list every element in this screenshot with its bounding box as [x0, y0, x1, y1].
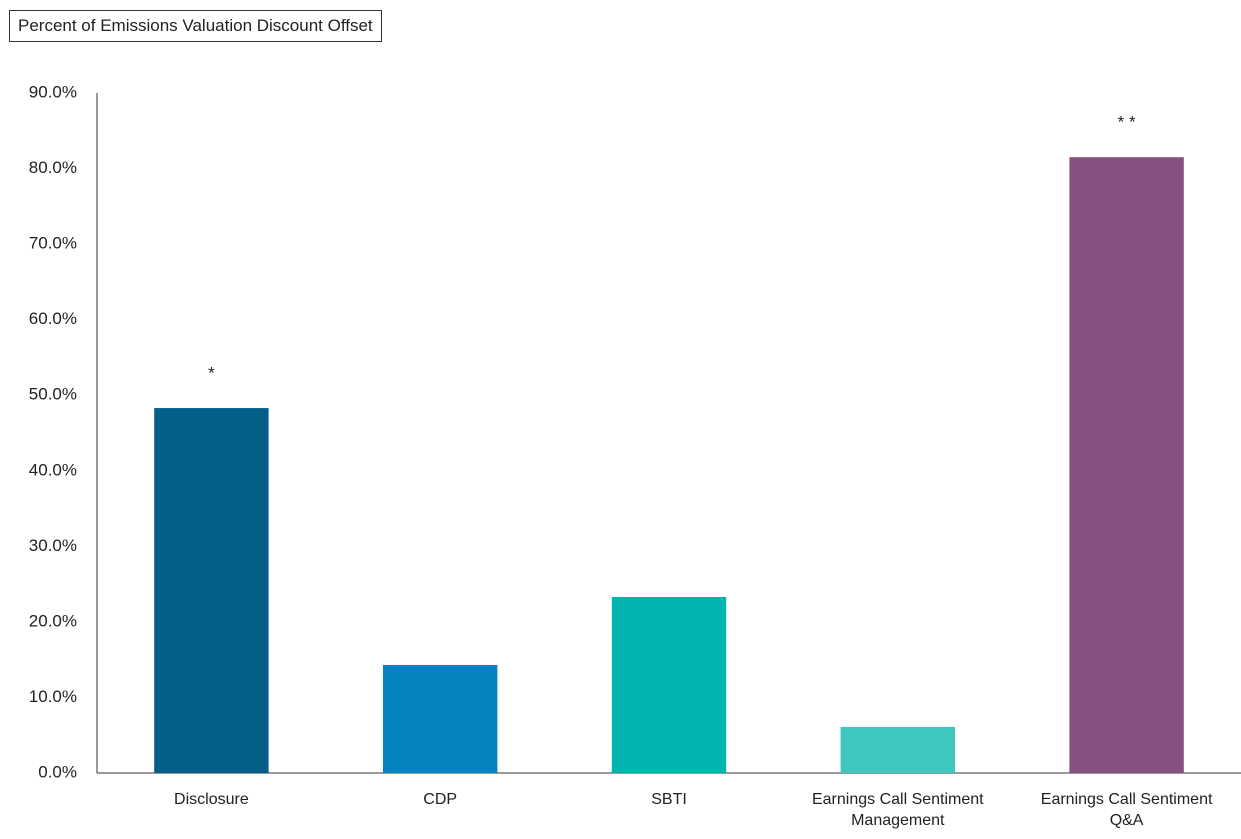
bar — [840, 726, 955, 773]
bar — [611, 596, 727, 773]
y-tick-label: 70.0% — [29, 234, 77, 253]
bar — [383, 664, 498, 773]
x-tick-label: SBTI — [651, 791, 687, 808]
x-tick-label: CDP — [423, 791, 458, 808]
x-tick-label: Disclosure — [174, 791, 249, 808]
y-tick-label: 50.0% — [29, 385, 77, 404]
chart-title: Percent of Emissions Valuation Discount … — [9, 10, 382, 42]
x-tick-label: Earnings Call Sentiment Management — [811, 791, 984, 829]
annotation: * * — [1118, 113, 1136, 132]
y-tick-label: 20.0% — [29, 611, 77, 630]
y-tick-label: 80.0% — [29, 158, 77, 177]
annotation: * — [208, 364, 215, 383]
y-tick-label: 10.0% — [29, 687, 77, 706]
y-tick-label: 30.0% — [29, 536, 77, 555]
x-tick-label: Earnings Call Sentiment Q&A — [1040, 791, 1213, 829]
y-tick-label: 0.0% — [38, 762, 77, 781]
bar — [1069, 157, 1184, 773]
y-tick-label: 40.0% — [29, 460, 77, 479]
y-tick-label: 90.0% — [29, 82, 77, 101]
y-tick-label: 60.0% — [29, 309, 77, 328]
bar — [154, 408, 269, 773]
